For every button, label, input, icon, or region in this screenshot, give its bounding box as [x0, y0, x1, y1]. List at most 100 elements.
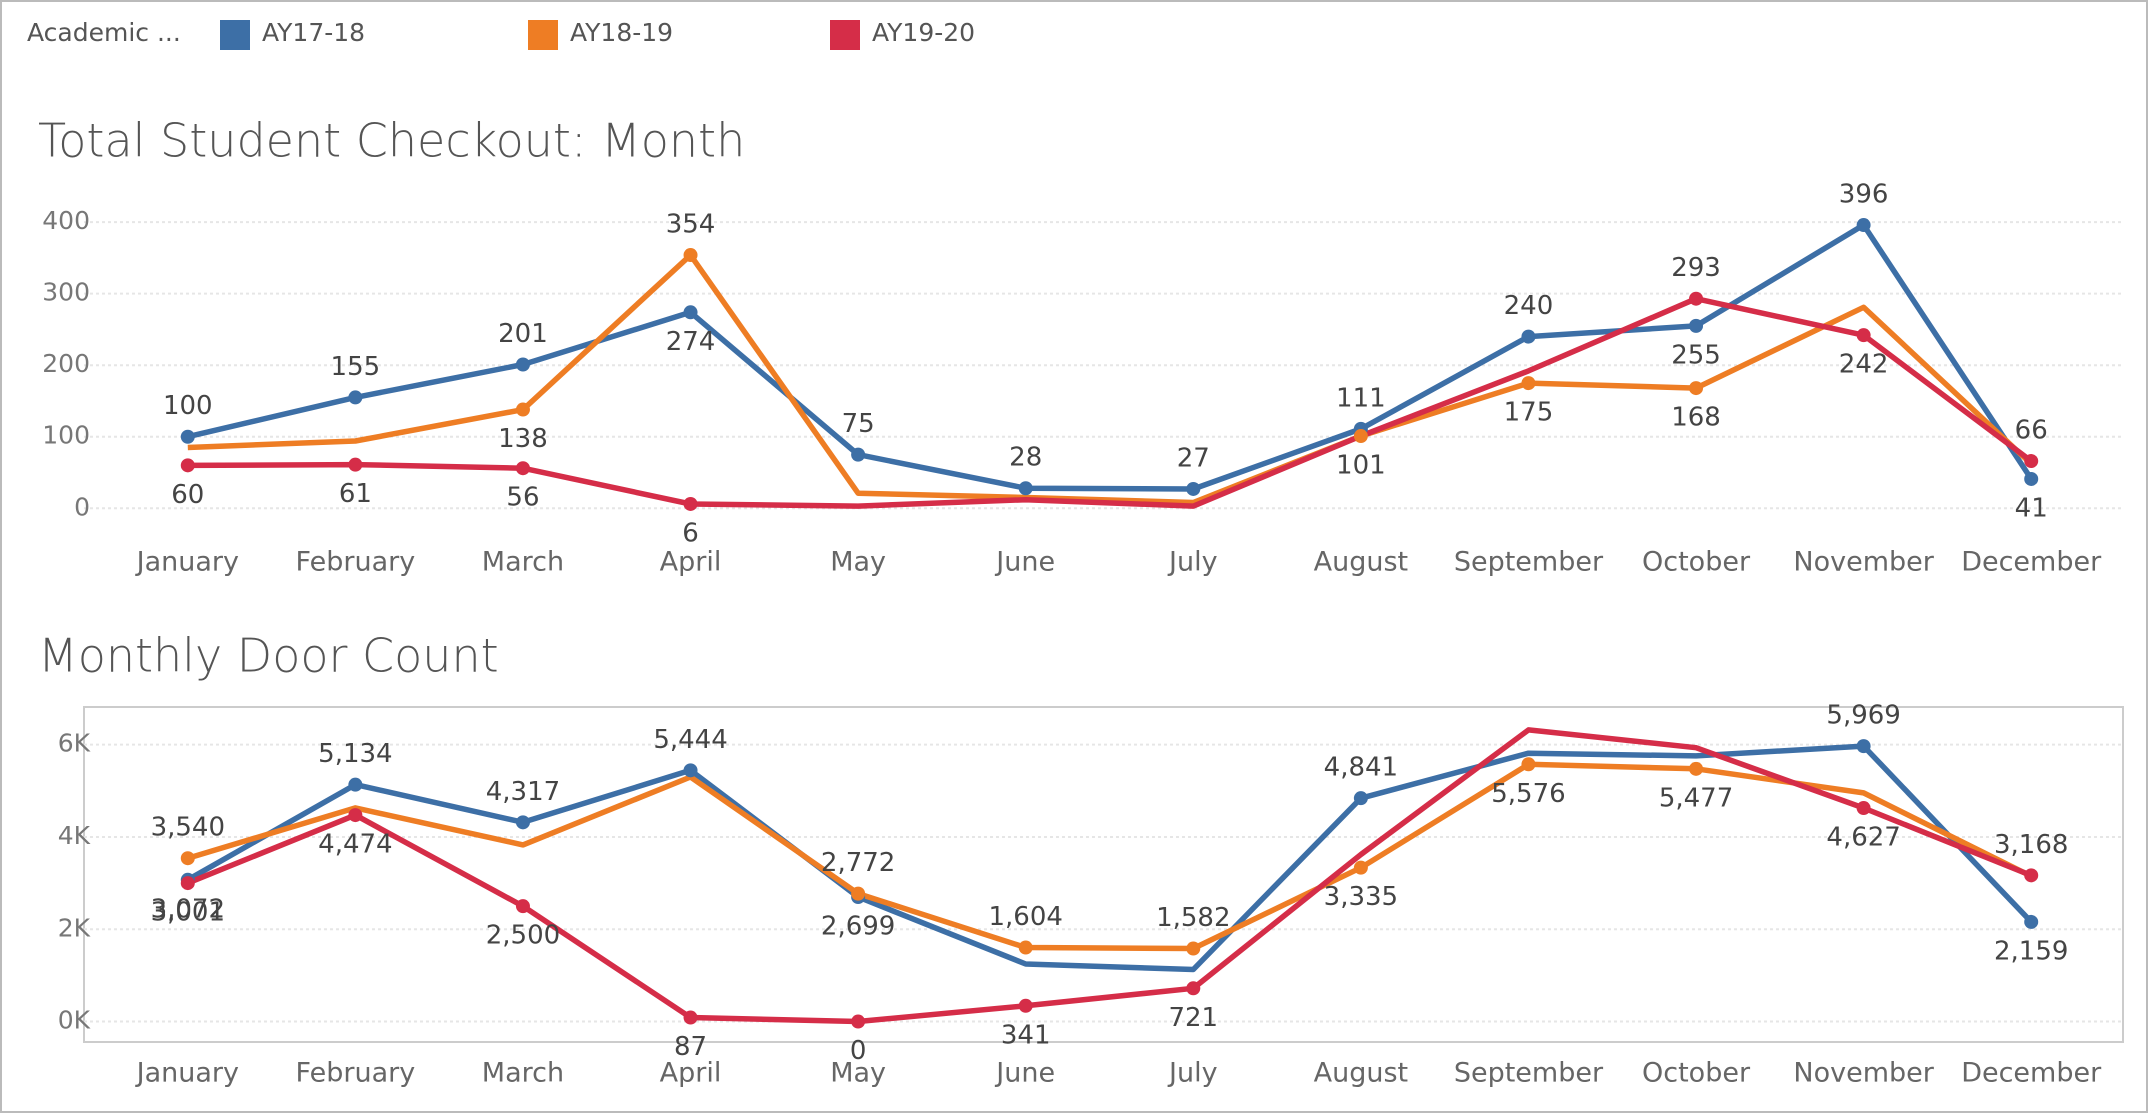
data-label: 5,134: [318, 739, 392, 769]
point: [180, 851, 195, 866]
point: [683, 763, 698, 778]
data-label: 2,159: [1994, 936, 2068, 966]
point: [348, 457, 363, 472]
data-label: 3,540: [151, 813, 225, 843]
point: [1018, 940, 1033, 955]
point: [1856, 801, 1871, 816]
y-tick-label: 400: [42, 206, 90, 235]
x-tick-label: August: [1314, 547, 1409, 578]
x-tick-label: May: [830, 547, 886, 578]
data-label: 274: [666, 327, 716, 357]
data-label: 354: [666, 210, 716, 240]
point: [851, 1014, 866, 1029]
x-tick-label: April: [660, 547, 722, 578]
point: [1353, 429, 1368, 444]
point: [515, 461, 530, 476]
legend-label: AY18-19: [570, 18, 673, 47]
data-label: 201: [498, 319, 548, 349]
point: [1521, 376, 1536, 391]
point: [851, 447, 866, 462]
point: [2024, 471, 2039, 486]
point: [2024, 868, 2039, 883]
data-label: 3,335: [1324, 882, 1398, 912]
point: [515, 815, 530, 830]
x-tick-label: February: [296, 1058, 416, 1089]
chart-title: Monthly Door Count: [38, 629, 499, 683]
x-tick-label: June: [994, 547, 1055, 578]
data-label: 60: [171, 480, 204, 510]
data-label: 2,699: [821, 912, 895, 942]
data-label: 27: [1177, 443, 1210, 473]
point: [515, 357, 530, 372]
x-tick-label: June: [994, 1058, 1055, 1089]
data-label: 293: [1671, 253, 1721, 283]
data-label: 5,444: [653, 725, 727, 755]
series-line: AY17-18: [186, 743, 2034, 973]
point: [515, 899, 530, 914]
point: [1186, 941, 1201, 956]
x-tick-label: May: [830, 1058, 886, 1089]
point: [2024, 454, 2039, 469]
data-label: 4,627: [1826, 823, 1900, 853]
x-tick-label: March: [482, 547, 564, 578]
x-tick-label: September: [1454, 547, 1604, 578]
point: [1689, 761, 1704, 776]
data-label: 0: [850, 1036, 867, 1066]
legend-label: AY17-18: [262, 18, 365, 47]
legend-label: AY19-20: [872, 18, 975, 47]
point: [515, 402, 530, 417]
point: [348, 390, 363, 405]
data-label: 61: [339, 479, 372, 509]
point: [180, 429, 195, 444]
point: [683, 248, 698, 263]
data-label: 5,477: [1659, 783, 1733, 813]
x-tick-label: August: [1314, 1058, 1409, 1089]
point: [851, 886, 866, 901]
point: [1018, 998, 1033, 1013]
point: [683, 496, 698, 511]
data-label: 100: [163, 391, 213, 421]
point: [1689, 381, 1704, 396]
data-label: 1,582: [1156, 903, 1230, 933]
data-label: 28: [1009, 443, 1042, 473]
data-label: 721: [1168, 1003, 1218, 1033]
data-label: 87: [674, 1032, 707, 1062]
data-label: 3,168: [1994, 830, 2068, 860]
point: [2024, 914, 2039, 929]
x-tick-label: November: [1793, 547, 1934, 578]
data-label: 41: [2015, 493, 2048, 523]
point: [1018, 481, 1033, 496]
data-label: 111: [1336, 383, 1386, 413]
data-label: 101: [1336, 451, 1386, 481]
x-tick-label: December: [1961, 547, 2102, 578]
y-tick-label: 0: [74, 492, 90, 521]
point: [1689, 291, 1704, 306]
x-tick-label: November: [1793, 1058, 1934, 1089]
point: [1521, 757, 1536, 772]
data-label: 56: [506, 483, 539, 513]
data-label: 155: [331, 352, 381, 382]
point: [1186, 981, 1201, 996]
point: [1353, 791, 1368, 806]
data-label: 255: [1671, 340, 1721, 370]
series-line: AY18-19: [187, 761, 2033, 952]
data-label: 2,500: [486, 921, 560, 951]
point: [683, 1010, 698, 1025]
point: [1186, 481, 1201, 496]
data-label: 5,969: [1826, 701, 1900, 731]
series-line: [187, 252, 2034, 506]
series-line: [187, 222, 2034, 492]
x-tick-label: December: [1961, 1058, 2102, 1089]
x-tick-label: September: [1454, 1058, 1604, 1089]
y-tick-label: 200: [42, 349, 90, 378]
data-label: 4,474: [318, 830, 392, 860]
data-label: 242: [1839, 350, 1889, 380]
data-label: 168: [1671, 403, 1721, 433]
point: [1856, 218, 1871, 233]
x-tick-label: January: [135, 1058, 239, 1089]
x-tick-label: October: [1642, 547, 1751, 578]
data-label: 341: [1001, 1020, 1051, 1050]
series-line: [187, 295, 2033, 509]
